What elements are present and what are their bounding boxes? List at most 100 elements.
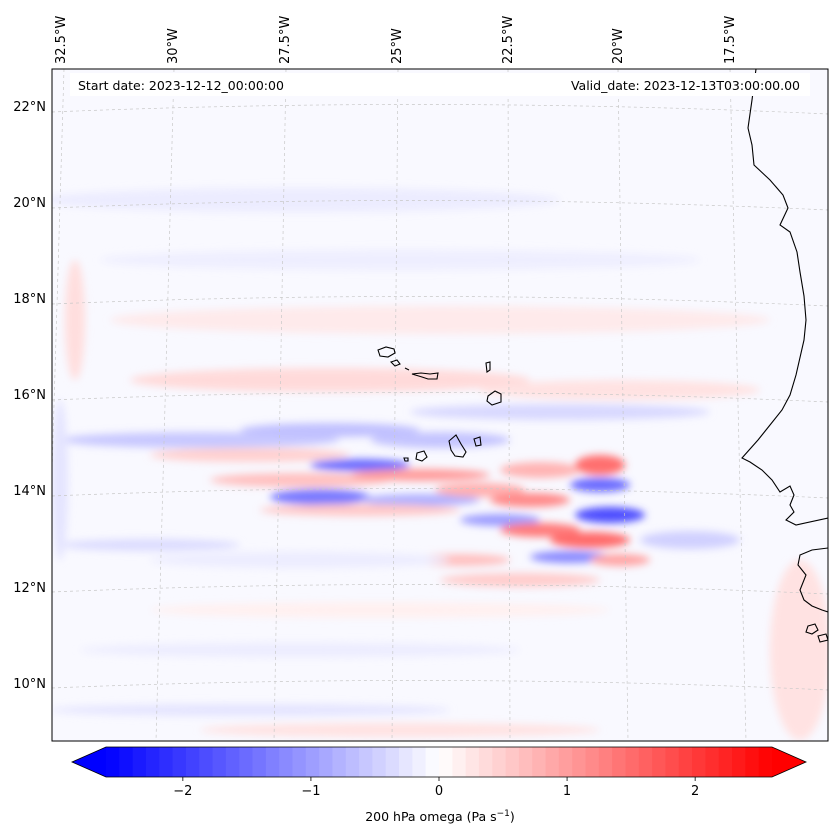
colorbar-step — [399, 747, 413, 777]
graticule — [52, 69, 828, 741]
colorbar-step — [505, 747, 520, 777]
colorbar-step — [279, 747, 294, 777]
colorbar-tick-label: 0 — [435, 784, 443, 799]
map-background — [52, 69, 828, 741]
lat-label: 18°N — [13, 292, 46, 307]
colorbar-step — [212, 747, 227, 777]
island-santiago — [448, 434, 467, 458]
lat-label: 12°N — [13, 581, 46, 596]
colorbar-step — [265, 747, 280, 777]
colorbar-tick-label: 2 — [691, 784, 699, 799]
island-santa-luzia — [404, 367, 410, 371]
colorbar-step — [572, 747, 587, 777]
colorbar-step — [319, 747, 334, 777]
lon-label: 32.5°W — [54, 16, 69, 64]
colorbar-step — [332, 747, 347, 777]
colorbar-tick-label: −2 — [173, 784, 192, 799]
colorbar-step — [119, 747, 134, 777]
island-fogo — [415, 450, 428, 462]
colorbar-steps — [72, 747, 806, 777]
bijagos-islands — [805, 623, 828, 643]
colorbar-step — [678, 747, 693, 777]
colorbar-step — [598, 747, 613, 777]
colorbar-tick-label: −1 — [301, 784, 320, 799]
colorbar-step — [225, 747, 240, 777]
longitude-labels: 32.5°W 30°W 27.5°W 25°W 22.5°W 20°W 17.5… — [54, 16, 738, 64]
lat-label: 10°N — [13, 677, 46, 692]
colorbar-step — [638, 747, 653, 777]
colorbar-step — [372, 747, 387, 777]
lat-label: 14°N — [13, 484, 46, 499]
colorbar-step — [532, 747, 547, 777]
colorbar-extend-min — [72, 747, 106, 777]
colorbar-extend-max — [772, 747, 806, 777]
island-sao-vicente — [389, 359, 401, 367]
colorbar-step — [492, 747, 507, 777]
colorbar-step — [345, 747, 360, 777]
island-sao-nicolau — [411, 372, 439, 380]
colorbar: −2 −1 0 1 2 200 hPa omega (Pa s−1) — [71, 746, 807, 824]
colorbar-step — [558, 747, 573, 777]
lon-label: 25°W — [390, 28, 405, 64]
island-boa-vista — [486, 390, 502, 406]
lat-label: 20°N — [13, 196, 46, 211]
colorbar-step — [758, 747, 773, 777]
colorbar-step — [439, 747, 453, 777]
colorbar-step — [465, 747, 480, 777]
colorbar-step — [665, 747, 680, 777]
colorbar-step — [172, 747, 187, 777]
island-maio — [473, 436, 482, 447]
colorbar-step — [359, 747, 373, 777]
colorbar-step — [718, 747, 733, 777]
lat-label: 16°N — [13, 388, 46, 403]
lon-label: 27.5°W — [278, 16, 293, 64]
header-background — [70, 73, 810, 96]
lon-label: 30°W — [166, 28, 181, 64]
valid-date-label: Valid_date: 2023-12-13T03:00:00.00 — [571, 78, 800, 93]
colorbar-tick-label: 1 — [563, 784, 571, 799]
colorbar-step — [652, 747, 667, 777]
colorbar-outline — [71, 746, 807, 778]
colorbar-step — [305, 747, 320, 777]
colorbar-label: 200 hPa omega (Pa s−1) — [365, 809, 515, 824]
colorbar-step — [159, 747, 174, 777]
colorbar-step — [385, 747, 400, 777]
lon-label: 20°W — [611, 28, 626, 64]
colorbar-step — [132, 747, 147, 777]
colorbar-step — [612, 747, 627, 777]
colorbar-step — [692, 747, 706, 777]
colorbar-step — [239, 747, 254, 777]
colorbar-step — [705, 747, 720, 777]
colorbar-step — [292, 747, 307, 777]
africa-coast-south — [797, 547, 828, 613]
island-santo-antao — [377, 346, 396, 358]
colorbar-step — [425, 747, 440, 777]
colorbar-step — [145, 747, 160, 777]
colorbar-ticks: −2 −1 0 1 2 — [173, 777, 699, 799]
omega-field — [52, 188, 828, 740]
colorbar-label-exponent: −1 — [497, 809, 510, 819]
colorbar-step — [732, 747, 746, 777]
lon-label: 22.5°W — [501, 16, 516, 64]
colorbar-step — [185, 747, 200, 777]
colorbar-step — [252, 747, 267, 777]
colorbar-label-text: 200 hPa omega (Pa s — [365, 809, 496, 824]
lon-label: 17.5°W — [723, 16, 738, 64]
colorbar-step — [106, 747, 120, 777]
colorbar-label-suffix: ) — [510, 809, 515, 824]
island-brava — [403, 457, 409, 462]
start-date-label: Start date: 2023-12-12_00:00:00 — [78, 78, 284, 93]
colorbar-step — [545, 747, 560, 777]
colorbar-step — [452, 747, 467, 777]
lat-label: 22°N — [13, 100, 46, 115]
colorbar-step — [412, 747, 427, 777]
colorbar-step — [745, 747, 760, 777]
colorbar-step — [199, 747, 214, 777]
colorbar-step — [625, 747, 640, 777]
colorbar-step — [585, 747, 600, 777]
map-frame — [51, 68, 829, 742]
colorbar-step — [478, 747, 493, 777]
colorbar-step — [518, 747, 533, 777]
island-sal — [485, 361, 491, 373]
